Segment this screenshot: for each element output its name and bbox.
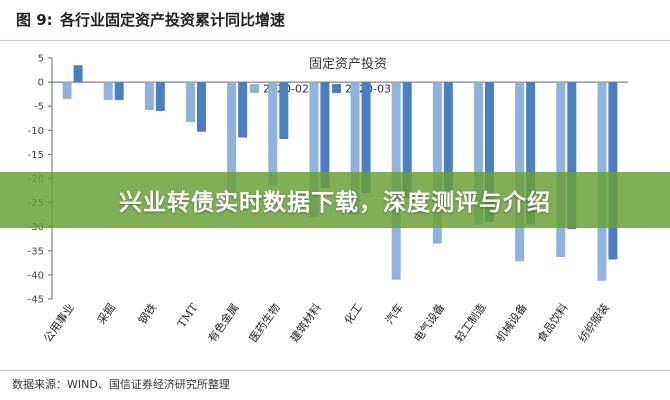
bar-2020-03-机械设备 [526,82,536,225]
bar-2020-03-公用事业 [73,65,83,83]
bar-2020-03-纺织服装 [608,82,618,260]
x-category-label: 医药生物 [246,301,283,345]
y-tick-label: -5 [34,102,44,113]
bar-2020-03-汽车 [402,82,412,198]
bar-2020-03-建筑材料 [320,82,330,189]
bar-2020-02-采掘 [103,82,113,100]
chart-title: 固定资产投资 [309,56,387,72]
bar-2020-03-轻工制造 [485,82,494,222]
bar-2020-03-TMT [197,82,206,132]
y-tick-label: -15 [28,150,44,161]
bar-2020-03-食品饮料 [567,82,577,230]
x-category-label: 纺织服装 [575,301,612,345]
bar-2020-02-化工 [350,82,360,215]
bar-2020-02-机械设备 [515,82,525,262]
legend-swatch-2020-02 [250,84,259,93]
bar-2020-02-电气设备 [432,82,442,244]
bar-2020-02-TMT [186,82,195,123]
x-category-label: 电气设备 [411,301,448,345]
data-source-note: 数据来源：WIND、国信证券经济研究所整理 [12,378,230,391]
x-category-label: 钢铁 [136,301,159,326]
x-category-label: 食品饮料 [534,301,571,345]
x-category-label: 有色金属 [205,301,242,345]
x-category-label: 建筑材料 [287,301,324,345]
bar-2020-02-食品饮料 [556,82,566,258]
y-tick-label: 5 [38,54,44,65]
y-tick-label: -40 [28,270,44,281]
bar-2020-02-建筑材料 [309,82,319,218]
banner-text: 兴业转债实时数据下载，深度测评与介绍 [119,190,551,216]
bar-2020-03-化工 [361,82,371,193]
figure-label: 图 9: [16,11,53,29]
footer-divider [0,370,670,371]
x-category-label: 化工 [341,301,365,327]
bar-2020-02-轻工制造 [474,82,483,225]
y-tick-label: -10 [28,126,44,137]
overlay-banner: 兴业转债实时数据下载，深度测评与介绍 [0,172,670,228]
bar-2020-03-钢铁 [155,82,165,112]
bar-2020-02-有色金属 [227,82,237,196]
x-category-label: 机械设备 [493,301,530,345]
x-category-label: 公用事业 [41,301,77,344]
x-category-label: 汽车 [382,301,406,327]
bar-2020-02-钢铁 [144,82,154,111]
bar-2020-03-电气设备 [443,82,453,208]
y-tick-label: -45 [28,295,44,306]
x-category-label: 轻工制造 [452,301,489,345]
x-category-label: TMT [175,301,201,330]
figure-header: 图 9: 各行业固定资产投资累计同比增速 [0,0,670,41]
bar-2020-02-医药生物 [268,82,278,186]
x-category-label: 采掘 [94,301,118,327]
bar-2020-03-有色金属 [238,82,248,138]
y-tick-label: 0 [38,78,44,89]
legend-swatch-2020-03 [332,84,341,93]
y-tick-label: -35 [28,246,44,257]
bar-2020-02-公用事业 [62,82,72,99]
figure-title: 各行业固定资产投资累计同比增速 [60,11,286,29]
bar-2020-03-医药生物 [279,82,289,139]
bar-2020-03-采掘 [114,82,124,100]
